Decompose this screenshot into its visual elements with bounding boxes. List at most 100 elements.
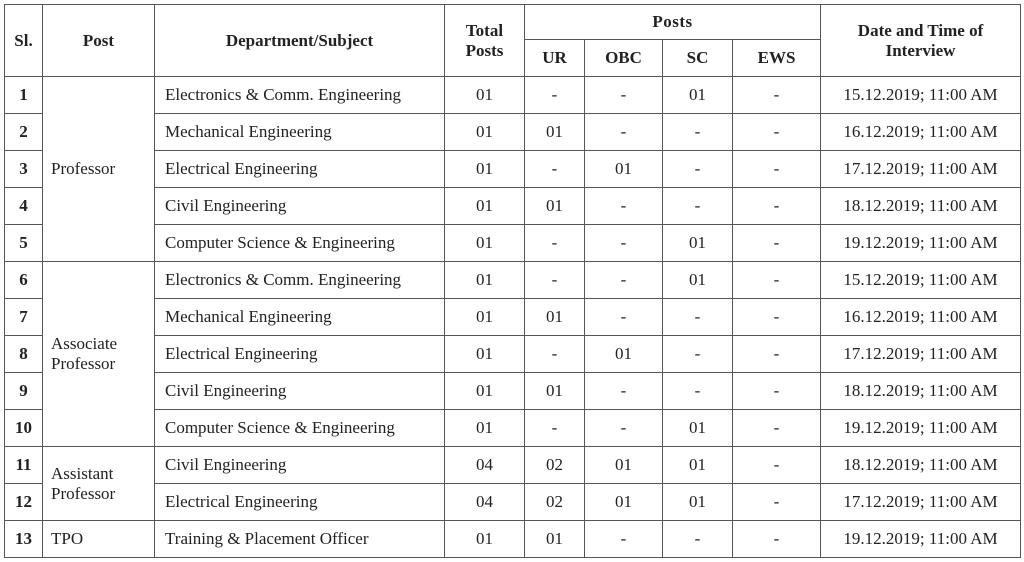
ews-cell: - (731, 224, 822, 262)
table-row: 5 Computer Science & Engineering 01- -01-19… (4, 224, 1022, 262)
obc-cell: - (584, 224, 663, 262)
interview-date-cell: 15.12.2019; 11:00 AM (820, 261, 1022, 299)
interview-date-cell: 17.12.2019; 11:00 AM (820, 150, 1022, 188)
total-posts-cell: 01 (444, 76, 525, 114)
total-posts-cell: 01 (444, 335, 525, 373)
post-cell: Assistant Professor (42, 446, 155, 521)
table-row: 1 Professor Electronics & Comm. Engineerin… (4, 76, 1022, 262)
total-posts-cell: 01 (444, 187, 525, 225)
post-title-line2: Professor (51, 354, 116, 373)
obc-cell: - (584, 261, 663, 299)
ur-cell: - (524, 335, 585, 373)
ur-cell: - (524, 261, 585, 299)
total-posts-cell: 01 (444, 298, 525, 336)
department-cell: Civil Engineering (154, 372, 445, 410)
sc-cell: - (662, 520, 733, 558)
document-page: Sl. Post Department/Subject Total Posts … (4, 4, 1022, 558)
table-row: 9 Civil Engineering 01 01- - -18.12.2019; 11:… (4, 372, 1022, 410)
sl-cell: 2 (4, 113, 43, 151)
sl-cell: 13 (4, 520, 43, 558)
sc-cell: 01 (662, 224, 733, 262)
department-cell: Civil Engineering (154, 446, 445, 484)
department-cell: Mechanical Engineering (154, 298, 445, 336)
table-row: 2 Mechanical Engineering 01 01- - -16.12.2019… (4, 113, 1022, 151)
post-cell: Associate Professor (42, 261, 155, 447)
sl-cell: 4 (4, 187, 43, 225)
ur-cell: 01 (524, 372, 585, 410)
interview-date-cell: 18.12.2019; 11:00 AM (820, 446, 1022, 484)
department-cell: Electrical Engineering (154, 150, 445, 188)
total-posts-cell: 01 (444, 150, 525, 188)
ur-cell: 01 (524, 298, 585, 336)
ews-cell: - (731, 409, 822, 447)
ews-cell: - (731, 150, 822, 188)
table-row: 11 Assistant Professor Civil Engineering 04 0… (4, 446, 1022, 521)
ews-cell: - (731, 335, 822, 373)
obc-cell: 01 (584, 335, 663, 373)
sl-cell: 1 (4, 76, 43, 114)
interview-date-cell: 19.12.2019; 11:00 AM (820, 520, 1022, 558)
sc-cell: 01 (662, 409, 733, 447)
interview-date-cell: 17.12.2019; 11:00 AM (820, 335, 1022, 373)
interview-date-cell: 19.12.2019; 11:00 AM (820, 409, 1022, 447)
sc-cell: - (662, 298, 733, 336)
header-post: Post (42, 4, 155, 77)
interview-date-cell: 19.12.2019; 11:00 AM (820, 224, 1022, 262)
obc-cell: - (584, 298, 663, 336)
ur-cell: - (524, 409, 585, 447)
sl-cell: 6 (4, 261, 43, 299)
table-row: 6 Associate Professor Electronics & Comm. E… (4, 261, 1022, 447)
table-row: 10 Computer Science & Engineering 01- -01-1… (4, 409, 1022, 447)
total-posts-cell: 01 (444, 261, 525, 299)
ews-cell: - (731, 76, 822, 114)
post-title-line1: Associate (51, 334, 118, 353)
sc-cell: - (662, 150, 733, 188)
department-cell: Electronics & Comm. Engineering (154, 261, 445, 299)
header-date-line2: Interview (885, 40, 956, 60)
header-department: Department/Subject (154, 4, 445, 77)
recruitment-table: Sl. Post Department/Subject Total Posts … (4, 4, 1022, 558)
department-cell: Computer Science & Engineering (154, 224, 445, 262)
ur-cell: 01 (524, 520, 585, 558)
sl-cell: 12 (4, 483, 43, 521)
post-title-line1: TPO (51, 529, 84, 548)
sc-cell: 01 (662, 446, 733, 484)
sl-cell: 9 (4, 372, 43, 410)
sl-cell: 5 (4, 224, 43, 262)
header-date-line1: Date and Time of (857, 20, 984, 40)
department-cell: Civil Engineering (154, 187, 445, 225)
total-posts-cell: 04 (444, 483, 525, 521)
ur-cell: 01 (524, 187, 585, 225)
sc-cell: - (662, 187, 733, 225)
ews-cell: - (731, 483, 822, 521)
sl-cell: 3 (4, 150, 43, 188)
table-body: 1 Professor Electronics & Comm. Engineerin… (4, 76, 1022, 558)
table-row: 3 Electrical Engineering 01-01- -17.12.2019… (4, 150, 1022, 188)
ews-cell: - (731, 261, 822, 299)
header-date-time: Date and Time of Interview (820, 4, 1022, 77)
ur-cell: 01 (524, 113, 585, 151)
table-row: 13 TPO Training & Placement Officer 01 01- - -… (4, 520, 1022, 558)
header-total-line1: Total (465, 20, 504, 40)
obc-cell: - (584, 187, 663, 225)
sc-cell: 01 (662, 76, 733, 114)
header-sl: Sl. (4, 4, 43, 77)
obc-cell: 01 (584, 150, 663, 188)
ews-cell: - (731, 113, 822, 151)
sc-cell: 01 (662, 261, 733, 299)
post-cell: TPO (42, 520, 155, 558)
table-row: 7 Mechanical Engineering 01 01- - -16.12.2019… (4, 298, 1022, 336)
table-row: 4 Civil Engineering 01 01- - -18.12.2019; 11:… (4, 187, 1022, 225)
sc-cell: - (662, 372, 733, 410)
ur-cell: - (524, 224, 585, 262)
sc-cell: - (662, 113, 733, 151)
department-cell: Electronics & Comm. Engineering (154, 76, 445, 114)
total-posts-cell: 04 (444, 446, 525, 484)
sc-cell: - (662, 335, 733, 373)
header-total-posts: Total Posts (444, 4, 525, 77)
interview-date-cell: 17.12.2019; 11:00 AM (820, 483, 1022, 521)
sl-cell: 7 (4, 298, 43, 336)
post-title-line1: Assistant (51, 463, 114, 483)
department-cell: Electrical Engineering (154, 483, 445, 521)
header-obc: OBC (584, 39, 663, 77)
